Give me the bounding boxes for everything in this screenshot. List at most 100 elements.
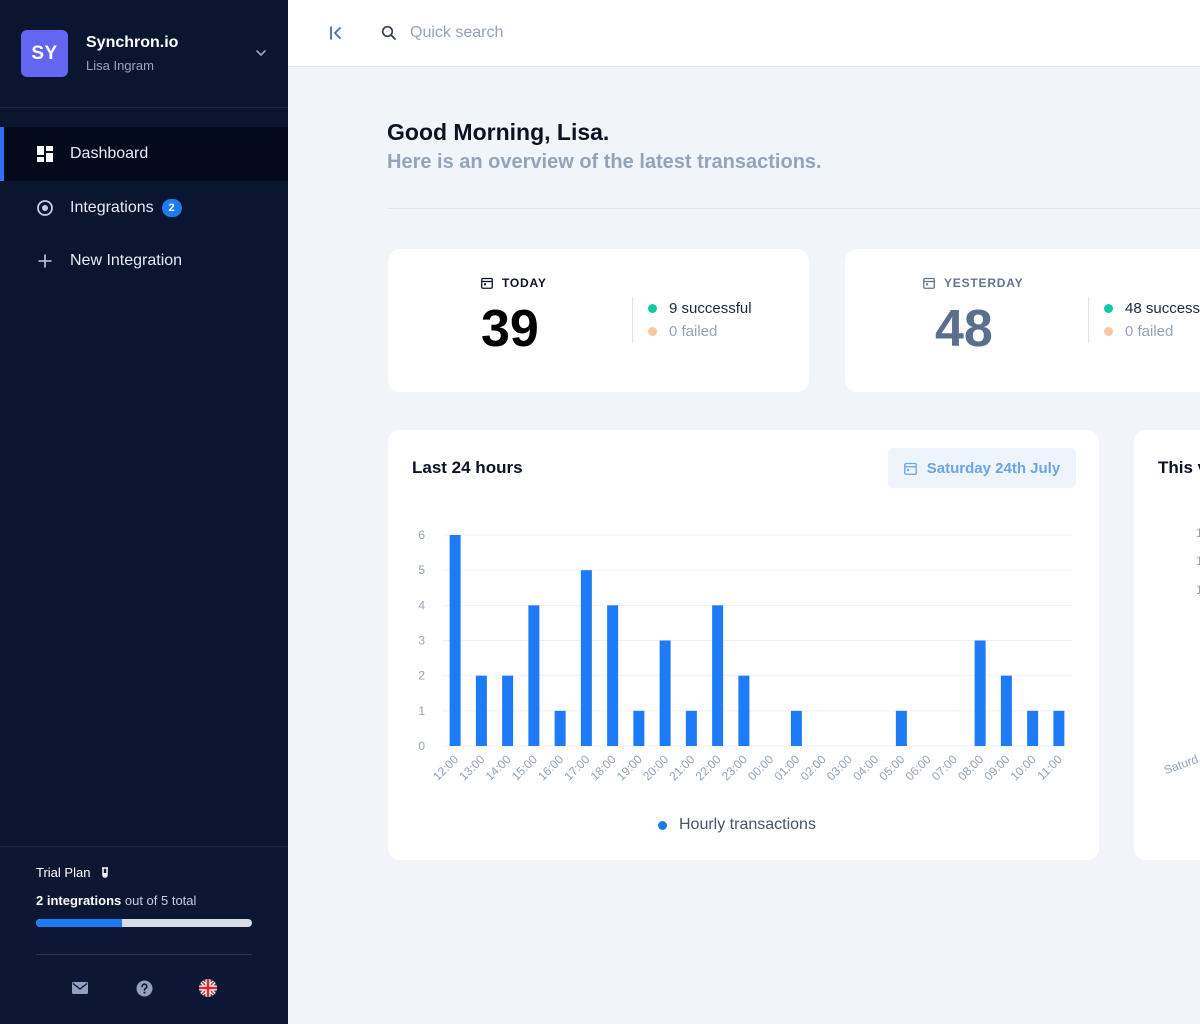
bar[interactable]: [790, 710, 802, 746]
stat-card-today: TODAY 39 9 successful 0 failed: [388, 249, 809, 392]
page-subtitle: Here is an overview of the latest transa…: [387, 151, 822, 173]
plan-title: Trial Plan: [36, 865, 109, 880]
divider: [387, 208, 1200, 209]
x-tick-label: 06:00: [903, 752, 934, 783]
failed-count: 0 failed: [1104, 323, 1173, 340]
bar-chart: 0 1 2 3 4 5 6 12:0013:0014:0015:0016:0017:0018:…: [418, 528, 1072, 783]
calendar-icon: [903, 462, 917, 475]
x-tick-label: 23:00: [719, 752, 750, 783]
sidebar-item-integrations[interactable]: Integrations 2: [0, 181, 288, 235]
divider: [632, 297, 633, 343]
sidebar-item-label: Dashboard: [70, 145, 149, 162]
y-tick-label: 5: [418, 563, 425, 577]
x-tick-label: 21:00: [666, 752, 697, 783]
x-tick-label: 22:00: [693, 752, 724, 783]
chart-legend[interactable]: Hourly transactions: [658, 816, 816, 834]
y-tick-label: 6: [418, 528, 425, 542]
y-tick-label: 3: [418, 634, 425, 648]
y-tick-label: 4: [418, 598, 425, 612]
bar[interactable]: [633, 710, 645, 746]
sidebar-item-label: New Integration: [70, 252, 183, 269]
chart-card-last-24-hours: Last 24 hours Saturday 24th July 0 1 2 3 4 5 6…: [388, 430, 1099, 860]
bar[interactable]: [580, 570, 592, 746]
plan-usage-bar-fill: [36, 919, 123, 927]
test-tube-icon: [102, 866, 109, 878]
x-tick-label: 18:00: [588, 752, 619, 783]
search-input[interactable]: [410, 20, 710, 46]
plan-usage-text: 2 integrations out of 5 total: [36, 893, 197, 908]
integrations-ring-icon: [36, 199, 54, 217]
successful-count: 9 successful: [648, 300, 752, 317]
x-tick-label: 15:00: [509, 752, 540, 783]
bar[interactable]: [974, 640, 986, 747]
x-tick-label: 01:00: [771, 752, 802, 783]
y-tick-label: 0: [418, 739, 425, 753]
divider: [36, 954, 252, 955]
mail-icon[interactable]: [71, 979, 89, 997]
help-icon[interactable]: [135, 979, 153, 997]
sidebar-item-new-integration[interactable]: New Integration: [0, 234, 288, 288]
failed-dot: [648, 327, 657, 336]
successful-count: 48 successful: [1104, 300, 1200, 317]
x-tick-label: 14:00: [483, 752, 514, 783]
bar[interactable]: [607, 605, 619, 746]
axis-tick-label: 1: [1196, 554, 1200, 568]
bar[interactable]: [475, 675, 487, 746]
chart-title: Last 24 hours: [412, 458, 523, 477]
top-bar: [288, 0, 1200, 67]
page-title: Good Morning, Lisa.: [387, 119, 610, 145]
user-name: Lisa Ingram: [86, 58, 154, 73]
chevron-down-icon[interactable]: [254, 46, 268, 60]
x-tick-label: 10:00: [1008, 752, 1039, 783]
bar[interactable]: [528, 605, 540, 746]
x-tick-label: 17:00: [561, 752, 592, 783]
bar[interactable]: [554, 710, 566, 746]
date-picker-button[interactable]: Saturday 24th July: [888, 448, 1076, 488]
axis-tick-label: 1: [1196, 526, 1200, 540]
x-tick-label: 08:00: [955, 752, 986, 783]
bar[interactable]: [1000, 675, 1012, 746]
success-dot: [648, 304, 657, 313]
search-icon: [381, 25, 396, 40]
bar[interactable]: [1027, 710, 1039, 746]
bar[interactable]: [449, 535, 461, 746]
success-dot: [1104, 304, 1113, 313]
axis-tick-label: Saturd: [1162, 751, 1200, 778]
x-tick-label: 03:00: [824, 752, 855, 783]
x-tick-label: 00:00: [745, 752, 776, 783]
legend-dot: [658, 820, 667, 830]
axis-tick-label: 1: [1196, 583, 1200, 597]
x-tick-label: 13:00: [456, 752, 487, 783]
divider: [1088, 297, 1089, 343]
bar[interactable]: [659, 640, 671, 747]
x-tick-label: 16:00: [535, 752, 566, 783]
legend-label: Hourly transactions: [679, 816, 816, 833]
plan-usage-bar: [36, 919, 252, 927]
x-tick-label: 12:00: [430, 752, 461, 783]
x-tick-label: 11:00: [1034, 752, 1065, 783]
bar[interactable]: [502, 675, 514, 746]
calendar-icon: [923, 277, 935, 289]
bar[interactable]: [1053, 710, 1065, 746]
y-tick-label: 2: [418, 669, 425, 683]
stat-value: 39: [481, 300, 539, 358]
bar[interactable]: [895, 710, 907, 746]
y-tick-label: 1: [418, 704, 425, 718]
x-tick-label: 09:00: [981, 752, 1012, 783]
stat-label: YESTERDAY: [923, 276, 1023, 290]
sidebar: SY Synchron.io Lisa Ingram Dashboard Int…: [0, 0, 288, 1024]
dashboard-grid-icon: [36, 145, 54, 163]
chart-card-this-week: This v 1 1 1 Saturd: [1134, 430, 1200, 860]
uk-flag-icon[interactable]: [199, 979, 217, 997]
sidebar-item-label: Integrations 2: [70, 198, 182, 217]
x-tick-label: 02:00: [798, 752, 829, 783]
bar[interactable]: [738, 675, 750, 746]
sidebar-item-dashboard[interactable]: Dashboard: [0, 127, 288, 181]
bar[interactable]: [712, 605, 724, 746]
workspace-avatar: SY: [21, 30, 68, 77]
bar[interactable]: [685, 710, 697, 746]
workspace-switcher[interactable]: SY Synchron.io Lisa Ingram: [0, 0, 288, 108]
collapse-sidebar-icon[interactable]: [328, 24, 344, 42]
stat-card-yesterday: YESTERDAY 48 48 successful 0 failed: [845, 249, 1200, 392]
failed-count: 0 failed: [648, 323, 717, 340]
